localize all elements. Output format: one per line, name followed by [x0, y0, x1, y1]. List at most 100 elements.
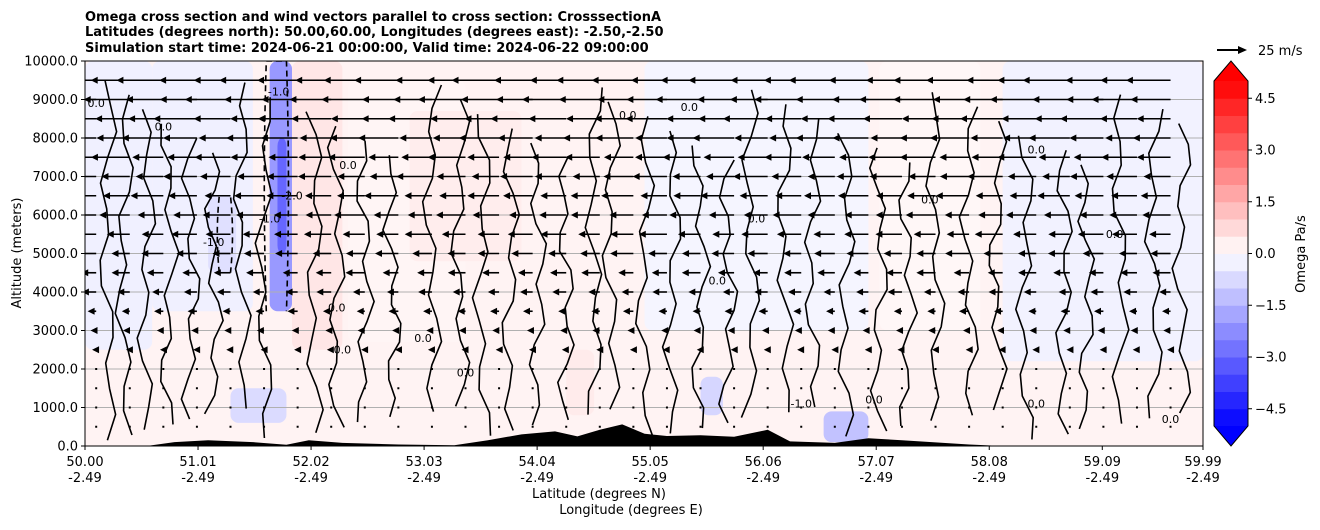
colorbar-segment-12	[1214, 201, 1248, 220]
wind-vector-11-10	[418, 288, 432, 296]
wind-vector-4-17	[634, 153, 667, 161]
wind-vector-2-10	[388, 115, 432, 123]
wind-vector-7-14	[539, 211, 567, 219]
contour-label-16: 0.0	[865, 394, 883, 407]
wind-vector-17-27	[1001, 406, 1004, 409]
wind-vector-6-23	[837, 192, 869, 200]
wind-vector-10-19	[717, 269, 735, 277]
wind-vector-6-1	[103, 192, 130, 200]
wind-vector-3-4	[198, 134, 231, 142]
wind-vector-15-3	[195, 368, 198, 370]
wind-vector-15-20	[766, 368, 769, 370]
wind-vector-0-32	[1125, 76, 1171, 84]
wind-vector-6-3	[168, 192, 197, 200]
wind-vector-9-11	[447, 250, 466, 257]
wind-vector-12-21	[793, 307, 802, 315]
wind-vector-1-2	[125, 96, 164, 103]
wind-vector-9-5	[243, 250, 265, 257]
wind-vector-1-11	[417, 96, 466, 103]
wind-vector-7-24	[875, 211, 902, 219]
wind-vector-4-6	[268, 153, 298, 161]
wind-vector-5-23	[836, 173, 869, 180]
wind-vector-1-9	[361, 96, 399, 103]
wind-vector-8-12	[477, 230, 500, 238]
wind-vector-2-0	[85, 117, 97, 120]
x-tick-label-lon-8: -2.49	[972, 471, 1006, 486]
wind-vector-15-6	[296, 368, 299, 370]
wind-vector-3-26	[929, 134, 970, 142]
x-tick-label-lat-5: 55.05	[632, 455, 669, 470]
wind-vector-2-23	[827, 115, 869, 123]
x-tick-label-lon-7: -2.49	[859, 471, 893, 486]
wind-vector-16-27	[1001, 387, 1004, 390]
wind-vector-16-17	[665, 387, 668, 390]
wind-vector-0-6	[257, 76, 298, 84]
wind-vector-16-11	[464, 387, 467, 390]
zero-contour-7	[254, 97, 273, 439]
wind-vector-3-22	[795, 134, 835, 142]
wind-vector-16-16	[632, 387, 635, 390]
wind-vector-0-22	[788, 76, 835, 84]
wind-vector-5-15	[572, 173, 600, 180]
wind-vector-16-31	[1135, 387, 1138, 390]
wind-vector-6-4	[204, 192, 231, 200]
wind-vector-18-20	[766, 425, 769, 428]
wind-vector-0-10	[395, 76, 432, 84]
wind-vector-9-4	[212, 250, 231, 257]
wind-vector-16-30	[1102, 387, 1105, 390]
wind-vector-4-19	[703, 153, 735, 161]
wind-vector-14-28	[1032, 346, 1040, 354]
wind-vector-4-22	[802, 153, 835, 161]
quiver-key: 25 m/s	[1217, 44, 1303, 59]
wind-vector-13-11	[458, 327, 466, 334]
wind-vector-13-30	[1097, 327, 1105, 334]
x-tick-label-lat-8: 58.08	[971, 455, 1008, 470]
wind-vector-17-4	[229, 406, 232, 409]
wind-vector-17-23	[867, 406, 870, 409]
wind-vector-12-13	[522, 307, 533, 315]
wind-vector-1-28	[989, 96, 1037, 103]
wind-vector-4-5	[230, 153, 265, 161]
wind-vector-7-32	[1142, 211, 1171, 219]
wind-vector-15-18	[699, 368, 702, 370]
y-tick-label-2: 2000.0	[33, 363, 79, 378]
wind-vector-18-30	[1102, 425, 1105, 428]
wind-vector-5-2	[135, 173, 164, 180]
zero-contour-29	[898, 162, 919, 426]
wind-vector-17-17	[665, 406, 668, 409]
wind-vector-18-13	[531, 425, 534, 428]
wind-vector-16-24	[900, 387, 903, 390]
wind-vector-0-3	[159, 76, 197, 84]
colorbar-tick-label-3: 0.0	[1255, 247, 1276, 262]
wind-vector-8-30	[1077, 230, 1104, 238]
wind-vector-1-22	[795, 96, 835, 103]
colorbar-outline	[1213, 60, 1249, 447]
wind-vector-13-9	[392, 327, 400, 334]
wind-vector-15-12	[498, 368, 501, 370]
contour-labels: 0.00.0-1.0-1.0-1.0-2.00.00.00.00.00.00.0…	[87, 86, 1179, 426]
wind-vector-9-28	[1018, 250, 1037, 257]
wind-vector-4-13	[503, 153, 533, 161]
wind-vector-3-27	[970, 134, 1003, 142]
wind-vector-16-23	[867, 387, 870, 390]
colorbar-segment-2	[1214, 374, 1248, 392]
wind-vector-7-0	[85, 214, 97, 216]
wind-vector-14-29	[1066, 346, 1074, 354]
zero-contour-22	[691, 145, 712, 429]
omega-region-13	[823, 411, 869, 443]
wind-vector-16-25	[934, 387, 937, 390]
colorbar-tick-label-6: −4.5	[1255, 402, 1287, 417]
x-tick-label-lon-3: -2.49	[407, 471, 441, 486]
wind-vector-17-9	[397, 406, 400, 409]
wind-vector-1-5	[224, 96, 265, 103]
wind-vector-11-12	[487, 288, 500, 296]
wind-vector-0-29	[1022, 76, 1070, 84]
wind-vector-5-19	[706, 173, 735, 180]
wind-vector-3-32	[1132, 134, 1171, 142]
wind-vector-8-26	[946, 230, 970, 238]
wind-vector-1-21	[754, 96, 802, 103]
wind-vector-4-23	[839, 153, 869, 161]
x-tick-label-lat-10: 59.99	[1184, 455, 1221, 470]
wind-vector-2-30	[1060, 115, 1104, 123]
wind-vector-15-9	[397, 368, 400, 370]
